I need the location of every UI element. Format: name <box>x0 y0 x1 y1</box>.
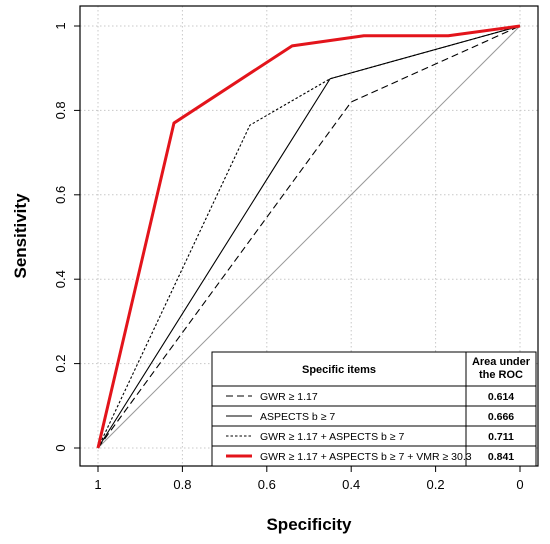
y-tick-label: 0.2 <box>53 355 68 373</box>
y-axis-title: Sensitivity <box>11 193 30 279</box>
legend-label-2: ASPECTS b ≥ 7 <box>260 411 335 423</box>
x-axis: 1 0.8 0.6 0.4 0.2 0 <box>94 466 524 492</box>
x-tick-label: 0.6 <box>258 477 276 492</box>
legend-label-1: GWR ≥ 1.17 <box>260 391 318 403</box>
legend-label-3: GWR ≥ 1.17 + ASPECTS b ≥ 7 <box>260 431 404 443</box>
x-tick-label: 0.2 <box>427 477 445 492</box>
legend-auc-2: 0.666 <box>488 411 514 423</box>
roc-curve-4 <box>96 24 521 449</box>
roc-curve-1 <box>97 25 521 449</box>
legend-header-items: Specific items <box>302 364 376 376</box>
y-tick-label: 0.8 <box>53 101 68 119</box>
legend-auc-4: 0.841 <box>488 451 514 463</box>
y-tick-label: 0 <box>53 444 68 451</box>
legend-box <box>211 351 537 467</box>
y-axis: 0 0.2 0.4 0.6 0.8 1 <box>53 22 80 452</box>
y-tick-label: 0.4 <box>53 270 68 288</box>
roc-curves <box>96 24 521 449</box>
x-tick-label: 0.4 <box>342 477 360 492</box>
legend-table: Specific items Area under the ROC GWR ≥ 1.1… <box>211 351 537 467</box>
legend-auc-1: 0.614 <box>488 391 514 403</box>
legend-auc-3: 0.711 <box>488 431 514 443</box>
x-axis-title: Specificity <box>266 515 352 534</box>
x-tick-label: 0 <box>516 477 523 492</box>
legend-header-auc: Area under the ROC <box>472 356 531 381</box>
x-tick-label: 0.8 <box>173 477 191 492</box>
x-tick-label: 1 <box>94 477 101 492</box>
y-tick-label: 0.6 <box>53 186 68 204</box>
chance-diagonal <box>97 25 521 449</box>
y-tick-label: 1 <box>53 22 68 29</box>
legend-label-4: GWR ≥ 1.17 + ASPECTS b ≥ 7 + VMR ≥ 30.3 <box>260 451 472 463</box>
